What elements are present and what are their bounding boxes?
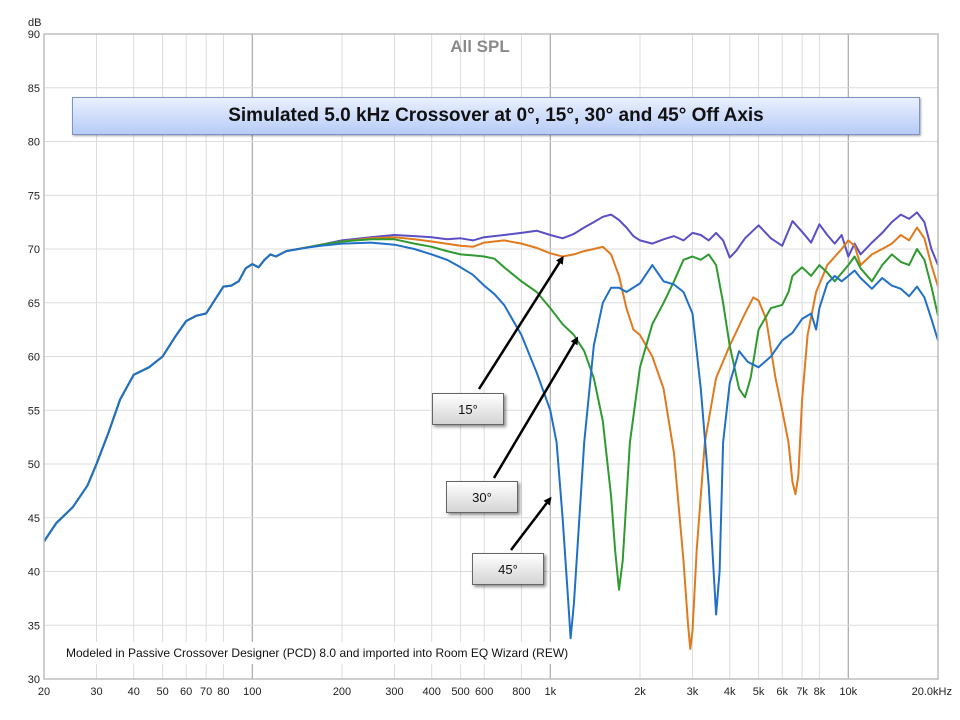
- x-tick-label: 600: [475, 686, 493, 698]
- x-tick-label: 6k: [776, 686, 788, 698]
- x-tick-label: 100: [243, 686, 261, 698]
- arrow-45-degrees: [510, 496, 552, 551]
- x-tick-label: 50: [156, 686, 168, 698]
- x-tick-label: 60: [180, 686, 192, 698]
- y-axis-unit-label: dB: [28, 17, 41, 29]
- axis-ticks: 20 30 40 50 60 70 80 100 200 300 400 500 600 800 1k 2k 3…: [28, 29, 952, 698]
- y-tick-label: 55: [28, 405, 40, 417]
- x-tick-label: 4k: [724, 686, 736, 698]
- callout-45-degrees: 45°: [472, 553, 544, 585]
- y-tick-label: 80: [28, 137, 40, 149]
- x-tick-label: 40: [128, 686, 140, 698]
- x-tick-label: 20: [38, 686, 50, 698]
- callout-15-degrees: 15°: [432, 393, 504, 425]
- series-line-3: [43, 241, 939, 640]
- x-tick-label: 8k: [814, 686, 826, 698]
- x-tick-label: 1k: [544, 686, 556, 698]
- grid: [43, 33, 939, 680]
- y-tick-label: 45: [28, 513, 40, 525]
- x-tick-label: 300: [385, 686, 403, 698]
- x-tick-label: 3k: [687, 686, 699, 698]
- x-tick-label: 500: [451, 686, 469, 698]
- x-tick-label: 2k: [634, 686, 646, 698]
- x-tick-label: 800: [512, 686, 530, 698]
- y-tick-label: 60: [28, 352, 40, 364]
- x-tick-label: 400: [423, 686, 441, 698]
- x-tick-label: 10k: [839, 686, 857, 698]
- y-tick-label: 50: [28, 459, 40, 471]
- x-tick-label: 80: [217, 686, 229, 698]
- arrow-30-degrees: [492, 336, 579, 479]
- x-tick-label: 30: [90, 686, 102, 698]
- y-tick-label: 35: [28, 620, 40, 632]
- x-tick-label: 7k: [796, 686, 808, 698]
- x-tick-label: 5k: [753, 686, 765, 698]
- y-tick-label: 75: [28, 190, 40, 202]
- y-tick-label: 85: [28, 83, 40, 95]
- plot-frame: [43, 33, 939, 680]
- y-tick-label: 70: [28, 244, 40, 256]
- arrow-15-degrees: [477, 255, 564, 390]
- y-tick-label: 65: [28, 298, 40, 310]
- chart-banner-title: Simulated 5.0 kHz Crossover at 0°, 15°, …: [72, 97, 920, 135]
- footer-note: Modeled in Passive Crossover Designer (P…: [60, 642, 575, 664]
- annotation-arrows: [477, 255, 579, 551]
- chart-title: All SPL: [450, 37, 510, 56]
- callout-30-degrees: 30°: [446, 481, 518, 513]
- y-tick-label: 40: [28, 567, 40, 579]
- x-tick-label: 70: [200, 686, 212, 698]
- x-tick-label: 20.0kHz: [912, 686, 952, 698]
- series-group: [43, 211, 939, 650]
- y-tick-label: 90: [28, 29, 40, 41]
- x-tick-label: 200: [333, 686, 351, 698]
- y-tick-label: 30: [28, 674, 40, 686]
